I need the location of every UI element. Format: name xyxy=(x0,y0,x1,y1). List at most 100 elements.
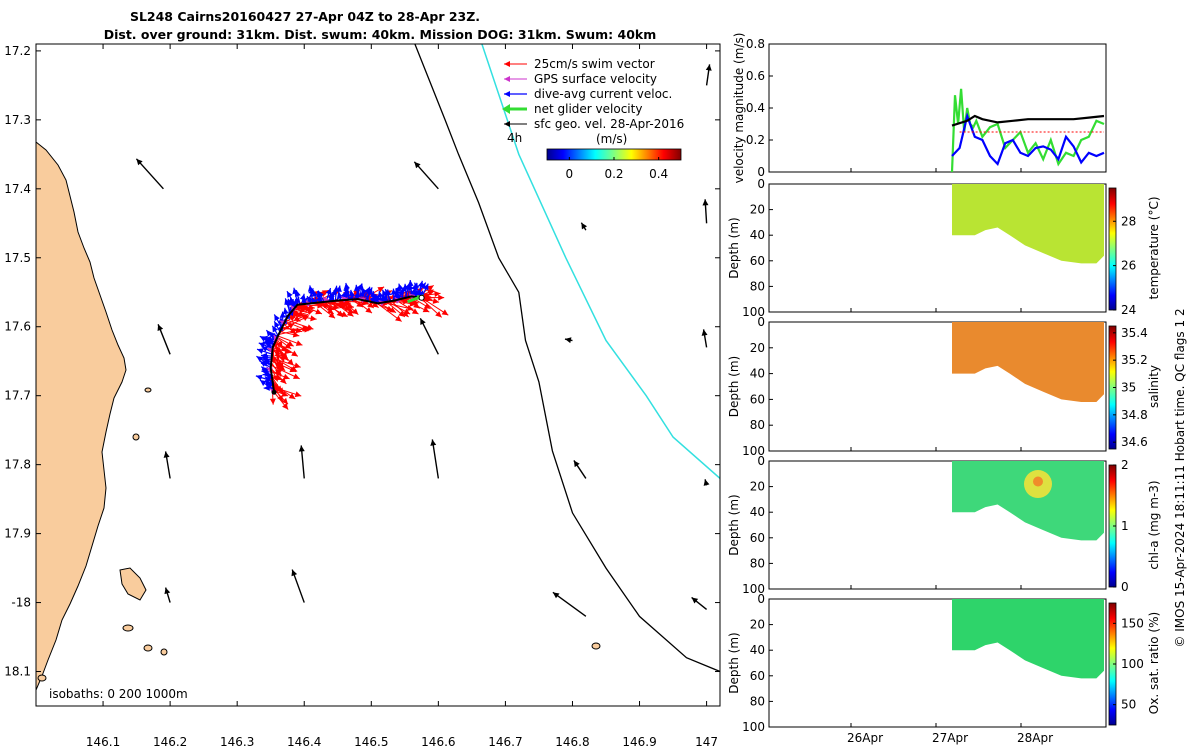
colorbar-tick-label: 26 xyxy=(1121,259,1136,273)
dive-avg-current-vector xyxy=(384,288,392,302)
y-tick-label: 100 xyxy=(742,444,765,458)
dive-avg-current-vector xyxy=(317,290,325,303)
colorbar-tick-label: 0 xyxy=(1121,580,1129,594)
y-tick-label: 17.4 xyxy=(4,182,31,196)
y-tick-label: 17.5 xyxy=(4,251,31,265)
colorbar-tick-label: 28 xyxy=(1121,214,1136,228)
island xyxy=(160,648,168,656)
y-tick-label: 0 xyxy=(757,315,765,329)
colorbar-tick-label: 1 xyxy=(1121,519,1129,533)
dive-avg-current-vector-head xyxy=(274,314,280,322)
swim-vector xyxy=(270,367,287,385)
swim-vector xyxy=(288,314,317,322)
dive-avg-current-vector xyxy=(348,289,355,300)
velocity-line xyxy=(951,114,1105,127)
dive-avg-current-vector xyxy=(273,320,281,333)
swim-vector xyxy=(315,302,336,319)
geo-arrow-shaft xyxy=(413,161,439,190)
swim-vector-head xyxy=(441,309,449,316)
swim-vector xyxy=(391,300,409,318)
colorbar-tick-label: 0 xyxy=(566,167,574,181)
map-axis-ticks: 146.1 146.2 146.3 146.4 146.5 146.6 146.7 146.8… xyxy=(4,44,720,749)
legend-swim-vector: 25cm/s swim vector xyxy=(534,57,655,71)
dive-avg-current-vector-head xyxy=(402,283,409,291)
section-data-fill xyxy=(952,599,1104,679)
dive-avg-current-vector-head xyxy=(263,384,270,391)
geo-arrow xyxy=(691,596,708,611)
dive-avg-current-vector-head xyxy=(262,339,269,346)
swim-vector-head xyxy=(306,324,314,331)
y-tick-label: 17.7 xyxy=(4,389,31,403)
speed-colorbar-ticks: 0 0.2 0.4 xyxy=(566,157,668,181)
swim-vector-head xyxy=(340,311,348,317)
island xyxy=(591,642,601,650)
geo-arrow-head xyxy=(702,199,709,206)
swim-vector xyxy=(285,319,314,331)
swim-vector-head xyxy=(327,307,334,314)
y-tick-label: 17.9 xyxy=(4,527,31,541)
dive-avg-current-vector-head xyxy=(307,296,313,303)
isobaths xyxy=(414,44,720,673)
swim-vector-head xyxy=(435,311,442,318)
geo-arrow xyxy=(552,591,587,617)
dive-avg-current-vector-head xyxy=(422,283,429,291)
geo-arrow-shaft xyxy=(552,591,587,617)
legend-time-label: 4h xyxy=(507,131,522,145)
swim-vector-head xyxy=(301,325,309,332)
x-tick-label: 146.4 xyxy=(287,735,321,749)
swim-vector xyxy=(277,335,303,346)
colorbar-tick-label: 0.4 xyxy=(649,167,668,181)
y-tick-label: 20 xyxy=(750,480,765,494)
dive-avg-current-vector-head xyxy=(329,291,335,299)
dive-avg-current-vector-head xyxy=(299,293,306,301)
y-tick-label: 0 xyxy=(757,165,765,179)
dive-avg-current-vector-head xyxy=(279,311,286,318)
dive-avg-current-vector xyxy=(397,283,404,299)
dive-avg-current-vector xyxy=(263,384,274,391)
chla-core xyxy=(1033,476,1043,487)
y-tick-label: 0.2 xyxy=(746,133,765,147)
legend-net-glider: net glider velocity xyxy=(534,102,642,116)
y-tick-label: 17.2 xyxy=(4,44,31,58)
swim-vector-head xyxy=(281,397,288,405)
y-tick-label: 0 xyxy=(757,454,765,468)
swim-vector xyxy=(332,300,354,317)
dive-avg-current-vector-head xyxy=(408,284,414,291)
dive-avg-current-vector-head xyxy=(258,342,266,348)
island xyxy=(216,715,224,721)
dive-avg-current-vector xyxy=(396,292,403,300)
swim-vector-head xyxy=(295,327,303,334)
dive-avg-current-vector-head xyxy=(394,288,401,295)
coastline-land xyxy=(36,141,127,691)
section-colorbar-label: salinity xyxy=(1147,365,1161,408)
section-panel-oxygen: 0 20 40 60 80 100 Depth (m) 50 100 150 Ox. sat. ra… xyxy=(727,592,1161,734)
geo-arrow xyxy=(702,199,709,224)
date-tick-label: 26Apr xyxy=(847,731,883,745)
dive-avg-current-vector-head xyxy=(382,289,388,297)
dive-avg-current-vector xyxy=(294,290,301,305)
dive-avg-current-vector xyxy=(382,294,389,303)
y-tick-label: 20 xyxy=(750,203,765,217)
chart-title-line2: Dist. over ground: 31km. Dist. swum: 40k… xyxy=(104,27,657,42)
velocity-panel: 0 0.2 0.4 0.6 0.8 velocity magnitude (m/s) xyxy=(732,33,1107,183)
map-axes-box xyxy=(35,43,721,707)
x-tick-label: 146.1 xyxy=(86,735,120,749)
colorbar-tick-label: 2 xyxy=(1121,458,1129,472)
dive-avg-current-vector xyxy=(258,342,273,349)
isobaths-label: isobaths: 0 200 1000m xyxy=(49,687,188,701)
map-panel: 146.1 146.2 146.3 146.4 146.5 146.6 146.7 146.8… xyxy=(4,43,721,749)
geo-arrow-shaft xyxy=(135,158,164,190)
swim-vector xyxy=(342,299,359,315)
swim-vector xyxy=(294,307,306,313)
velocity-line xyxy=(951,112,1105,167)
swim-vector-head xyxy=(289,327,297,334)
x-tick-label: 146.8 xyxy=(555,735,589,749)
legend-sfc-geo: sfc geo. vel. 28-Apr-2016 xyxy=(534,117,684,131)
y-tick-label: 17.3 xyxy=(4,113,31,127)
swim-vector-head xyxy=(282,403,289,410)
dive-avg-current-vector xyxy=(414,282,422,298)
y-tick-label: 100 xyxy=(742,582,765,596)
dive-avg-current-vector-head xyxy=(272,325,278,333)
swim-vector-head xyxy=(402,310,409,317)
geo-arrow-head xyxy=(414,161,421,169)
